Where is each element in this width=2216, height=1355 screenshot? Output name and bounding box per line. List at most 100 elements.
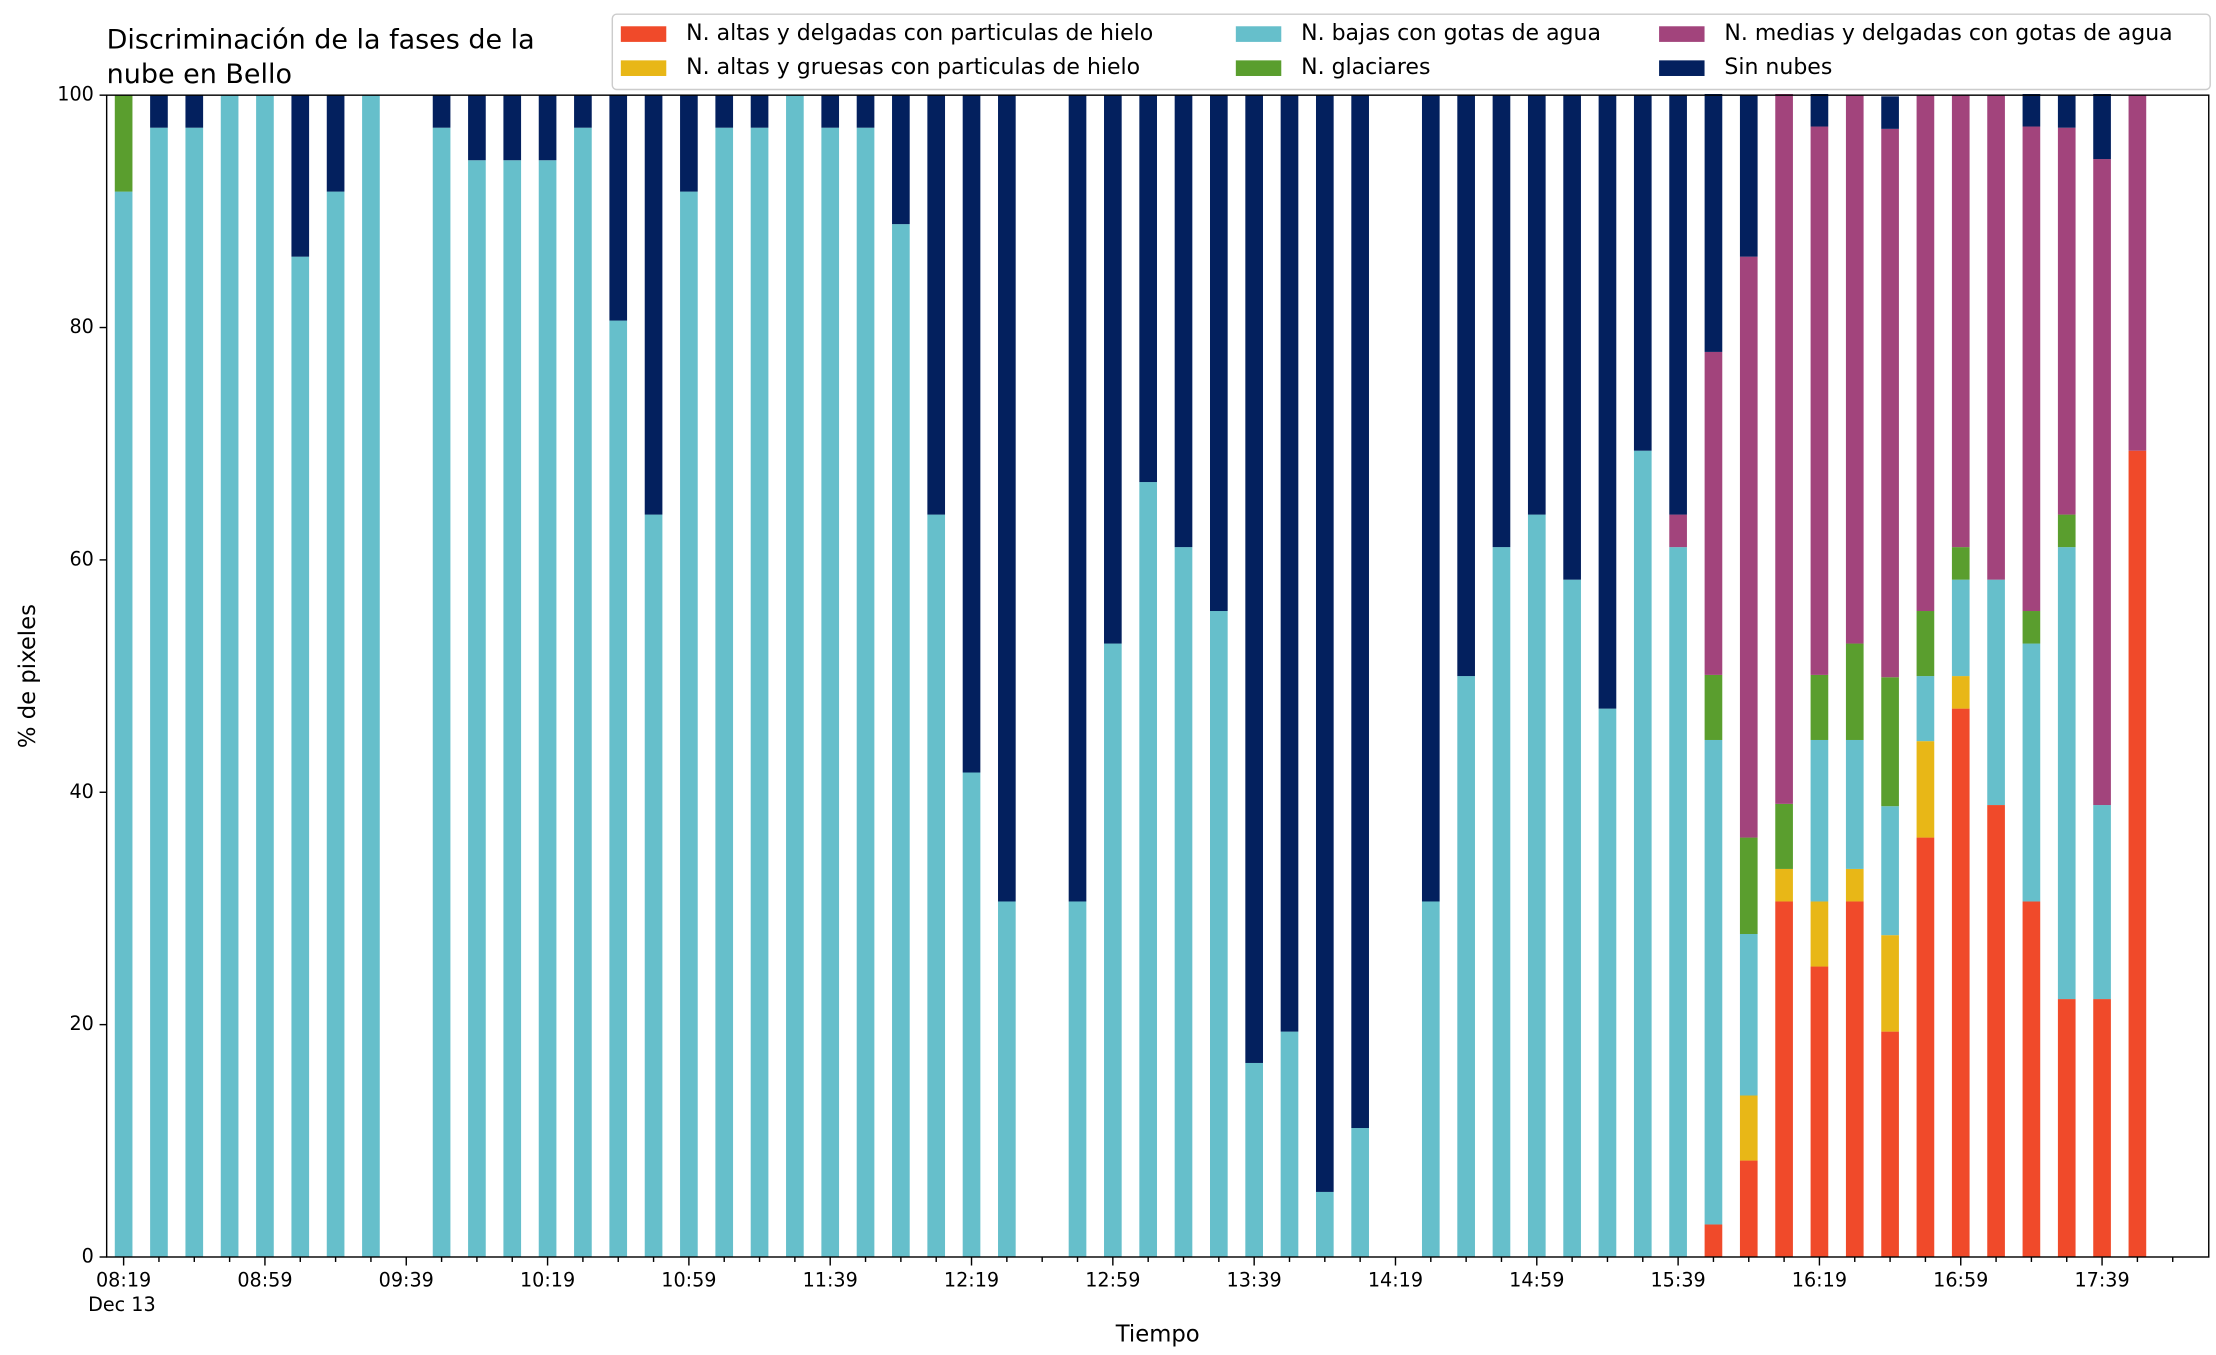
- bar-segment: [1739, 1160, 1758, 1257]
- bar-segment: [1315, 95, 1334, 1192]
- bar-segment: [2093, 159, 2111, 806]
- bar-segment: [2093, 805, 2111, 1000]
- bar-segment: [1881, 96, 1899, 129]
- bar-segment: [2022, 94, 2041, 127]
- bar-segment: [1669, 547, 1687, 1257]
- bar-segment: [185, 95, 204, 128]
- bar-segment: [1421, 901, 1440, 1257]
- bar-segment: [1598, 95, 1617, 709]
- bar-segment: [2057, 127, 2076, 515]
- bar-segment: [1881, 806, 1899, 936]
- x-axis-label: Tiempo: [1115, 1322, 1200, 1348]
- bar-segment: [1139, 482, 1158, 1257]
- x-tick-label: 15:39: [1651, 1269, 1706, 1292]
- bar-segment: [1810, 739, 1829, 902]
- y-tick-label: 0: [82, 1244, 94, 1267]
- x-tick-label: 10:59: [661, 1269, 716, 1292]
- x-tick-label: 12:19: [944, 1269, 999, 1292]
- x-tick-label: 10:19: [520, 1269, 575, 1292]
- bar-segment: [291, 95, 310, 257]
- bar-segment: [1351, 1128, 1369, 1257]
- bar-segment: [1104, 95, 1122, 644]
- y-tick-label: 20: [69, 1012, 93, 1035]
- bar-segment: [1209, 95, 1228, 612]
- bar-segment: [1739, 95, 1758, 257]
- bar-segment: [2128, 450, 2147, 1257]
- bar-segment: [1916, 741, 1935, 838]
- bar-segment: [1775, 868, 1793, 902]
- bar-segment: [1810, 901, 1829, 967]
- bar-segment: [1139, 95, 1158, 483]
- x-tick-label: 12:59: [1085, 1269, 1140, 1292]
- x-tick-label: 14:19: [1368, 1269, 1423, 1292]
- x-tick-label: 17:39: [2074, 1269, 2129, 1292]
- bar-segment: [326, 95, 345, 192]
- bar-segment: [114, 95, 133, 192]
- legend-label: Sin nubes: [1724, 55, 1832, 80]
- bar-segment: [1704, 674, 1723, 740]
- bar-segment: [114, 191, 133, 1257]
- bar-segment: [1881, 128, 1899, 678]
- bar-segment: [503, 160, 522, 1257]
- bar-segment: [2093, 94, 2111, 160]
- bar-segment: [644, 514, 663, 1257]
- bar-segment: [2022, 611, 2041, 644]
- bar-segment: [786, 95, 804, 1257]
- bar-segment: [715, 127, 734, 1257]
- bar-segment: [2057, 999, 2076, 1257]
- chart-title: nube en Bello: [107, 59, 292, 90]
- bar-segment: [503, 95, 522, 161]
- bar-segment: [2057, 95, 2076, 128]
- bar-segment: [609, 95, 628, 321]
- bar-segment: [927, 95, 946, 515]
- legend-swatch: [620, 26, 667, 42]
- bar-segment: [892, 95, 910, 225]
- bar-segment: [750, 95, 769, 128]
- bar-segment: [1951, 547, 1970, 580]
- bar-segment: [1245, 95, 1263, 1063]
- bar-segment: [1351, 95, 1369, 1129]
- bar-segment: [962, 95, 981, 773]
- x-date-label: Dec 13: [88, 1293, 156, 1316]
- bar-segment: [1775, 803, 1793, 869]
- bar-segment: [644, 95, 663, 515]
- legend-box: [611, 13, 2211, 91]
- bar-segment: [1704, 351, 1723, 675]
- bar-segment: [1068, 901, 1087, 1257]
- bar-segment: [432, 95, 451, 128]
- bar-segment: [892, 224, 910, 1257]
- bar-segment: [150, 95, 168, 128]
- bar-segment: [1739, 934, 1758, 1096]
- y-tick-label: 80: [69, 315, 93, 338]
- bar-segment: [821, 95, 840, 128]
- bar-segment: [2128, 95, 2147, 451]
- bar-segment: [1916, 95, 1935, 612]
- bar-segment: [326, 191, 345, 1257]
- legend-label: N. medias y delgadas con gotas de agua: [1724, 21, 2172, 46]
- legend-label: N. altas y gruesas con particulas de hie…: [686, 55, 1140, 80]
- legend-swatch: [1659, 60, 1705, 76]
- bar-segment: [1068, 95, 1087, 902]
- bar-segment: [362, 95, 380, 1257]
- bar-segment: [715, 95, 734, 128]
- bar-segment: [1845, 643, 1864, 740]
- bar-segment: [962, 772, 981, 1257]
- bar-segment: [1739, 837, 1758, 935]
- x-tick-label: 08:19: [96, 1269, 151, 1292]
- bar-segment: [1810, 126, 1829, 675]
- x-tick-label: 13:39: [1227, 1269, 1282, 1292]
- bar-segment: [1563, 95, 1581, 580]
- legend-swatch: [620, 60, 667, 76]
- bar-segment: [1810, 966, 1829, 1257]
- bar-segment: [1104, 643, 1122, 1257]
- bar-segment: [998, 95, 1016, 902]
- bar-segment: [998, 901, 1016, 1257]
- bar-segment: [1951, 95, 1970, 548]
- bar-segment: [2057, 547, 2076, 1000]
- x-tick-label: 14:59: [1509, 1269, 1564, 1292]
- bar-segment: [680, 191, 698, 1257]
- bar-segment: [1845, 739, 1864, 869]
- bar-segment: [1987, 95, 2005, 580]
- bar-segment: [468, 160, 486, 1257]
